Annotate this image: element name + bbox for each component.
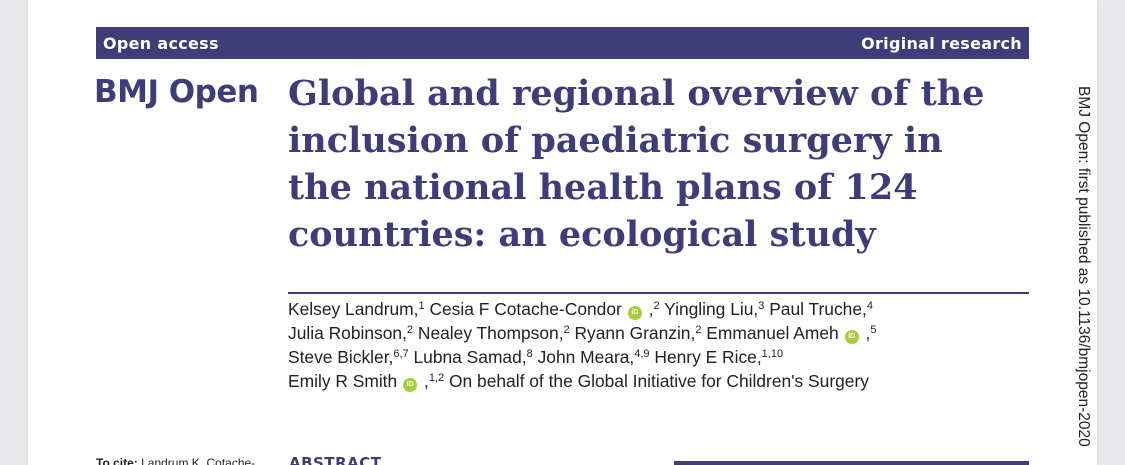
author-name[interactable]: Steve Bickler, (288, 347, 394, 367)
author-separator: , (860, 323, 871, 343)
affiliation-superscript: 1 (418, 300, 425, 312)
author-name[interactable]: Lubna Samad, (408, 347, 527, 367)
affiliation-superscript: 2 (695, 324, 702, 336)
affiliation-superscript: 8 (526, 348, 533, 360)
author-name[interactable]: Kelsey Landrum, (288, 299, 419, 319)
title-divider (288, 292, 1029, 294)
author-line: Kelsey Landrum,1 Cesia F Cotache-Condor i… (288, 297, 1033, 321)
affiliation-superscript: 1,2 (428, 372, 445, 384)
author-name[interactable]: Yingling Liu, (659, 299, 759, 319)
affiliation-superscript: 2 (653, 300, 660, 312)
author-line: Steve Bickler,6,7 Lubna Samad,8 John Mea… (288, 345, 1033, 369)
citation-label: To cite: (96, 456, 138, 465)
author-name[interactable]: Nealey Thompson, (413, 323, 564, 343)
article-title: Global and regional overview of the incl… (288, 73, 985, 255)
orcid-icon[interactable]: iD (403, 378, 418, 392)
affiliation-superscript: 2 (563, 324, 570, 336)
affiliation-superscript: 3 (758, 300, 765, 312)
paper-page: Open access Original research BMJ Open G… (28, 0, 1097, 465)
author-line: Emily R Smith iD ,1,2 On behalf of the Gl… (288, 369, 1033, 393)
author-separator: , (643, 299, 654, 319)
author-line: Julia Robinson,2 Nealey Thompson,2 Ryann… (288, 321, 1033, 345)
abstract-heading: ABSTRACT (289, 454, 382, 465)
author-name[interactable]: Henry E Rice, (649, 347, 762, 367)
author-list: Kelsey Landrum,1 Cesia F Cotache-Condor i… (288, 297, 1033, 393)
orcid-icon[interactable]: iD (844, 330, 859, 344)
affiliation-superscript: 2 (406, 324, 414, 336)
author-name[interactable]: Ryann Granzin, (569, 323, 696, 343)
affiliation-superscript: 1,10 (761, 348, 784, 360)
publication-sidebar-note: BMJ Open: first published as 10.1136/bmj… (1075, 86, 1092, 447)
affiliation-superscript: 4 (866, 300, 873, 312)
citation-text: Landrum K, Cotache- (137, 456, 256, 465)
author-separator: , (419, 371, 429, 391)
author-name[interactable]: Cesia F Cotache-Condor (424, 299, 622, 319)
affiliation-superscript: 6,7 (393, 348, 409, 360)
affiliation-superscript: 4,9 (634, 348, 650, 360)
key-messages-box-top (674, 461, 1029, 465)
journal-logo: BMJ Open (94, 74, 259, 110)
header-banner: Open access Original research (96, 27, 1029, 59)
article-type-label: Original research (861, 33, 1022, 53)
author-name[interactable]: Julia Robinson, (288, 323, 407, 343)
author-name[interactable]: Emmanuel Ameh (701, 323, 839, 343)
author-name[interactable]: Paul Truche, (764, 299, 867, 319)
orcid-icon[interactable]: iD (627, 306, 642, 320)
affiliation-superscript: 5 (870, 324, 877, 336)
author-name[interactable]: On behalf of the Global Initiative for C… (444, 371, 869, 391)
author-name[interactable]: John Meara, (532, 347, 635, 367)
citation-note: To cite: Landrum K, Cotache- (96, 456, 255, 465)
author-name[interactable]: Emily R Smith (288, 371, 398, 391)
open-access-label: Open access (103, 33, 219, 53)
